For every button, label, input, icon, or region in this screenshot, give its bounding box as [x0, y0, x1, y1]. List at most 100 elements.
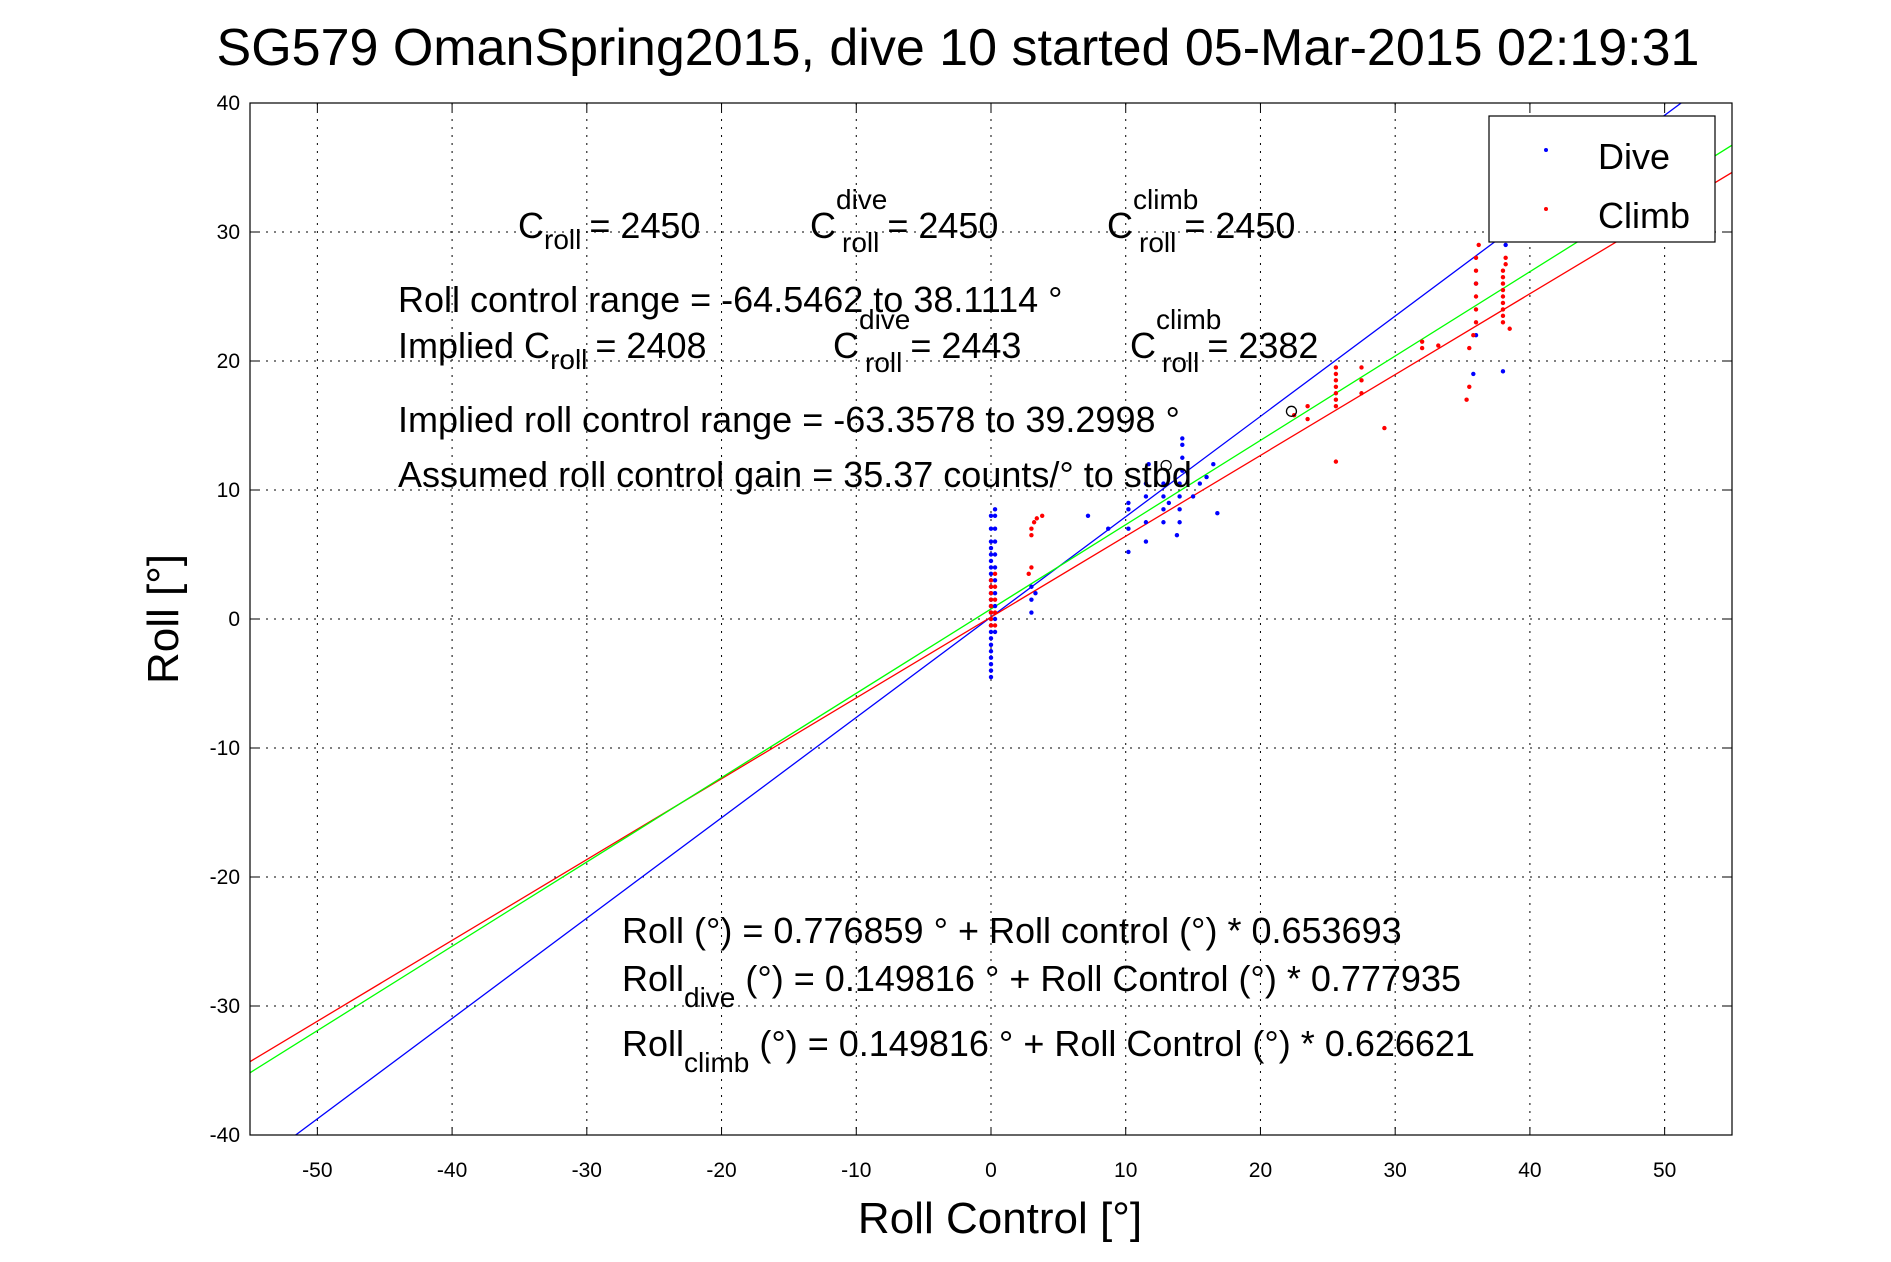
data-point [988, 616, 994, 622]
c-roll-annotation: Croll = 2450 [518, 205, 700, 255]
x-tick-label: 40 [1518, 1159, 1541, 1182]
data-point [992, 584, 998, 589]
data-point [1419, 345, 1425, 351]
data-point [988, 629, 994, 635]
data-point [1333, 403, 1339, 409]
series-climb [988, 242, 1512, 628]
data-point [1500, 274, 1506, 280]
data-point [1333, 384, 1339, 389]
data-point [988, 578, 994, 583]
data-point [1161, 481, 1166, 486]
data-point [1033, 591, 1038, 596]
legend-climb-label: Climb [1598, 195, 1690, 236]
data-point [1500, 268, 1506, 273]
data-point [1143, 494, 1149, 499]
data-point [1126, 549, 1131, 555]
fit-line [250, 144, 1732, 1074]
data-point [1143, 539, 1149, 544]
data-points [988, 242, 1512, 680]
data-point [1503, 242, 1508, 248]
y-tick-label: -40 [210, 1124, 240, 1147]
data-point [1029, 584, 1034, 589]
data-point [1473, 294, 1479, 299]
data-point [992, 629, 998, 635]
data-point [1500, 300, 1506, 306]
data-point [1473, 268, 1479, 273]
data-point [988, 558, 994, 564]
data-point [1333, 365, 1339, 370]
x-tick-label: -20 [706, 1159, 736, 1182]
data-point [1161, 520, 1166, 525]
data-point [988, 571, 994, 577]
y-tick-label: -30 [210, 995, 240, 1018]
data-point [1211, 462, 1216, 467]
data-point [1085, 513, 1091, 518]
data-point [988, 636, 994, 641]
data-point [1305, 416, 1310, 422]
data-point [1197, 481, 1203, 486]
data-point [1507, 326, 1512, 331]
data-point [992, 539, 998, 544]
c-roll-dive-annotation: Cdive roll = 2450 [810, 184, 998, 258]
data-point [992, 597, 998, 602]
data-point [988, 597, 994, 602]
data-point [1500, 281, 1506, 286]
x-tick-label: -50 [302, 1159, 332, 1182]
data-point [1180, 468, 1185, 473]
data-point [1177, 520, 1182, 525]
x-tick-label: 10 [1114, 1159, 1137, 1182]
x-tick-label: 50 [1653, 1159, 1676, 1182]
open-circle-marker [1285, 405, 1298, 417]
legend-climb-marker [1544, 207, 1548, 211]
data-point [988, 642, 994, 647]
y-tick-label: 10 [217, 479, 240, 502]
data-point [992, 571, 998, 577]
fit-equation-dive: Rolldive (°) = 0.149816 ° + Roll Control… [622, 958, 1461, 1013]
data-point [1333, 391, 1339, 396]
y-tick-label: 40 [217, 92, 240, 115]
data-point [992, 623, 998, 628]
data-point [1333, 378, 1339, 383]
data-point [1180, 442, 1185, 448]
data-point [1436, 343, 1441, 348]
x-axis-label: Roll Control [°] [858, 1194, 1142, 1243]
data-point [992, 565, 998, 570]
data-point [1473, 307, 1479, 312]
data-point [1177, 481, 1182, 486]
data-point [988, 539, 994, 544]
data-point [1471, 371, 1476, 377]
data-point [1029, 526, 1034, 531]
data-point [1031, 520, 1037, 525]
data-point [1473, 320, 1479, 325]
data-point [1180, 455, 1185, 460]
data-point [1029, 610, 1034, 615]
data-point [1471, 333, 1476, 338]
data-point [1143, 520, 1149, 525]
implied-roll-control-range: Implied roll control range = -63.3578 to… [398, 399, 1180, 440]
data-point [1467, 345, 1472, 351]
data-point [1359, 365, 1364, 370]
data-point [1500, 320, 1506, 325]
y-tick-label: 0 [228, 608, 240, 631]
data-point [1026, 571, 1031, 577]
data-point [992, 552, 998, 557]
data-point [988, 513, 994, 518]
data-point [1126, 500, 1131, 506]
data-point [992, 603, 998, 609]
data-point [1126, 507, 1131, 512]
data-point [1180, 436, 1185, 441]
data-point [1419, 339, 1425, 344]
data-point [1305, 403, 1310, 409]
legend-dive-label: Dive [1598, 136, 1670, 177]
data-point [988, 584, 994, 589]
y-tick-label: -20 [210, 866, 240, 889]
implied-c-roll-climb: Cclimb roll = 2382 [1130, 304, 1318, 378]
data-point [1333, 397, 1339, 402]
x-tick-label: -40 [437, 1159, 467, 1182]
assumed-roll-control-gain: Assumed roll control gain = 35.37 counts… [398, 454, 1192, 495]
data-point [988, 623, 994, 628]
data-point [988, 545, 994, 551]
data-point [988, 526, 994, 531]
data-point [1174, 532, 1180, 538]
data-point [1500, 294, 1506, 299]
